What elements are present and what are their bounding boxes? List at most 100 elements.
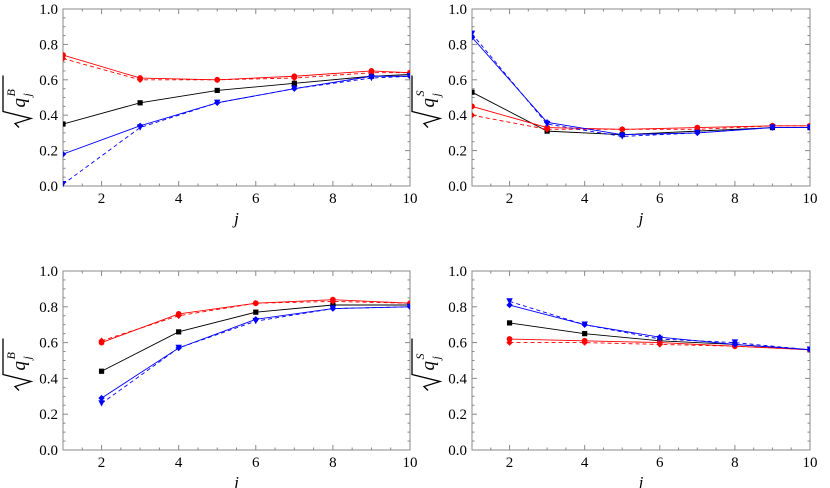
y-tick-label: 0.6 <box>39 336 58 352</box>
y-tick-label: 0.4 <box>448 371 467 387</box>
y-axis-label-subscript: j <box>429 93 443 99</box>
data-point <box>98 368 105 374</box>
plot-area <box>63 52 410 188</box>
data-point <box>98 337 105 345</box>
data-point <box>472 89 475 95</box>
series-4 <box>506 298 810 353</box>
data-point <box>806 346 810 353</box>
y-axis-label-symbol: q <box>418 361 439 371</box>
series-3 <box>472 34 810 138</box>
data-point <box>619 126 626 133</box>
series-0 <box>472 89 810 138</box>
data-point <box>769 124 776 131</box>
x-tick-label: 4 <box>581 455 589 471</box>
y-axis-label-symbol: q <box>9 98 30 108</box>
series-2 <box>63 55 410 83</box>
data-point <box>694 129 701 137</box>
y-tick-label: 0.8 <box>39 37 58 53</box>
series-2 <box>472 112 810 133</box>
x-tick-label: 4 <box>175 455 183 471</box>
data-point <box>330 302 336 308</box>
y-tick-label: 1.0 <box>448 2 467 18</box>
y-tick-label: 0.2 <box>39 407 58 423</box>
data-point <box>329 305 337 312</box>
x-axis-label: j <box>637 209 644 228</box>
y-axis-label-superscript: B <box>4 352 18 360</box>
data-point <box>252 300 259 307</box>
y-tick-label: 0.8 <box>448 37 467 53</box>
series-0 <box>98 302 410 374</box>
data-point <box>472 30 476 37</box>
y-tick-label: 0.8 <box>39 300 58 316</box>
x-tick-label: 4 <box>581 191 589 207</box>
series-line <box>101 300 410 342</box>
data-point <box>506 336 513 342</box>
series-line <box>472 105 810 130</box>
data-point <box>368 74 375 82</box>
y-tick-label: 0.0 <box>39 179 58 195</box>
series-3 <box>63 73 410 158</box>
data-point <box>656 341 663 348</box>
data-point <box>406 73 410 80</box>
y-axis-label-subscript: j <box>20 356 34 362</box>
data-point <box>291 80 297 86</box>
x-tick-label: 2 <box>506 455 514 471</box>
y-tick-label: 0.0 <box>448 179 467 195</box>
data-point <box>214 99 221 107</box>
y-axis-label-subscript: j <box>20 93 34 99</box>
y-axis-label-symbol: q <box>418 98 439 108</box>
x-tick-label: 8 <box>329 191 337 207</box>
y-tick-label: 0.2 <box>448 407 467 423</box>
data-point <box>252 317 259 325</box>
y-axis-label-superscript: B <box>4 89 18 97</box>
data-point <box>253 309 259 315</box>
data-point <box>731 339 739 346</box>
series-line <box>63 75 410 185</box>
data-point <box>136 124 144 131</box>
data-point <box>581 321 588 328</box>
x-tick-label: 2 <box>98 455 106 471</box>
data-point <box>506 339 513 346</box>
y-tick-label: 0.2 <box>448 144 467 160</box>
y-tick-label: 0.0 <box>448 443 467 459</box>
series-4 <box>63 73 410 188</box>
series-line <box>472 33 810 137</box>
data-point <box>63 181 67 188</box>
data-point <box>581 339 588 346</box>
x-tick-label: 2 <box>506 191 514 207</box>
y-axis-label-radical <box>2 338 34 391</box>
data-point <box>175 312 182 319</box>
series-line <box>63 54 410 81</box>
plot-frame <box>471 8 811 187</box>
data-point <box>63 150 67 158</box>
x-tick-label: 6 <box>656 191 664 207</box>
x-tick-label: 4 <box>175 191 183 207</box>
series-line <box>472 37 810 136</box>
data-point <box>214 76 221 83</box>
data-point <box>291 85 298 92</box>
data-point <box>656 335 663 343</box>
data-point <box>619 133 626 140</box>
data-point <box>63 55 67 62</box>
x-axis-label: j <box>637 473 644 488</box>
data-point <box>506 298 513 305</box>
x-tick-label: 8 <box>731 455 739 471</box>
plot-frame <box>62 8 411 187</box>
data-point <box>582 331 588 337</box>
data-point <box>98 394 105 402</box>
series-line <box>101 304 410 372</box>
data-point <box>543 120 551 128</box>
y-axis-label: qS j <box>411 75 443 128</box>
plot-area <box>472 30 810 140</box>
data-point <box>368 69 375 76</box>
plot-frame <box>62 270 411 451</box>
series-2 <box>506 339 810 353</box>
y-axis-label-superscript: S <box>413 354 427 360</box>
y-axis-label: qS j <box>411 338 443 391</box>
x-axis-label: j <box>232 209 239 228</box>
data-point <box>63 121 66 127</box>
